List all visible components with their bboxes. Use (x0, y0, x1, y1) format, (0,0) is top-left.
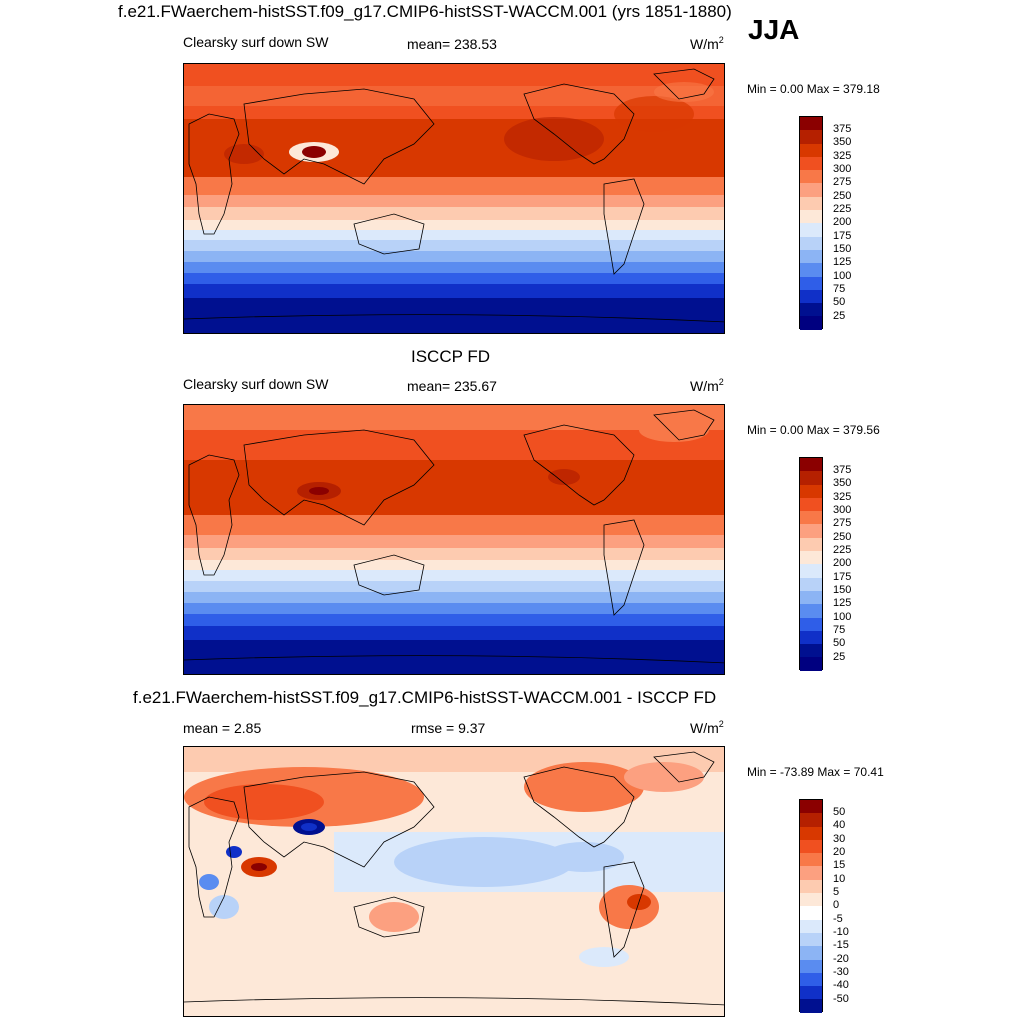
panel2-colorbar-label: 150 (833, 584, 852, 596)
panel1-colorbar-label: 225 (833, 203, 852, 215)
panel1-colorbar-label: 75 (833, 283, 846, 295)
season-label: JJA (748, 14, 800, 45)
panel3-colorbar-label: -20 (833, 953, 849, 965)
panel2-map (183, 404, 725, 675)
panel1-colorbar-label: 275 (833, 176, 852, 188)
panel2-colorbar-label: 275 (833, 517, 852, 529)
panel3-minmax-label: Min = -73.89 Max = 70.41 (747, 765, 884, 779)
panel1-colorbar-label: 125 (833, 256, 852, 268)
panel2-minmax-label: Min = 0.00 Max = 379.56 (747, 423, 880, 437)
panel1-map (183, 63, 725, 334)
panel2-variable-label: Clearsky surf down SW (183, 376, 329, 392)
panel3-title: f.e21.FWaerchem-histSST.f09_g17.CMIP6-hi… (133, 688, 717, 707)
panel3-rmse-label: rmse = 9.37 (411, 720, 486, 736)
panel3-colorbar-label: -15 (833, 939, 849, 951)
panel2-colorbar-label: 50 (833, 637, 846, 649)
panel2-colorbar-label: 375 (833, 464, 852, 476)
panel1-colorbar-label: 175 (833, 230, 852, 242)
panel2-colorbar-label: 300 (833, 504, 852, 516)
panel1-variable-label: Clearsky surf down SW (183, 34, 329, 50)
panel3-colorbar-label: 10 (833, 873, 846, 885)
panel1-mean-label: mean= 238.53 (407, 36, 497, 52)
panel1-colorbar-label: 300 (833, 163, 852, 175)
panel2-colorbar-label: 200 (833, 557, 852, 569)
panel3-colorbar-label: 30 (833, 833, 846, 845)
panel3-units-label: W/m2 (690, 719, 724, 736)
panel2-colorbar (799, 457, 823, 671)
panel2-mean-label: mean= 235.67 (407, 378, 497, 394)
panel2-colorbar-label: 225 (833, 544, 852, 556)
panel2-colorbar-label: 175 (833, 571, 852, 583)
panel3-colorbar-label: 15 (833, 859, 846, 871)
panel3-colorbar-label: 0 (833, 899, 840, 911)
panel2-colorbar-label: 100 (833, 611, 852, 623)
panel1-colorbar-label: 100 (833, 270, 852, 282)
panel3-colorbar (799, 799, 823, 1013)
panel3-colorbar-label: 50 (833, 806, 846, 818)
panel1-colorbar-label: 50 (833, 296, 846, 308)
panel2-title: ISCCP FD (411, 347, 491, 366)
panel3-colorbar-label: -40 (833, 979, 849, 991)
panel2-colorbar-label: 325 (833, 491, 852, 503)
panel2-colorbar-label: 25 (833, 651, 846, 663)
panel3-colorbar-label: -5 (833, 913, 843, 925)
panel2-colorbar-label: 75 (833, 624, 846, 636)
panel3-colorbar-label: 5 (833, 886, 840, 898)
panel1-colorbar-label: 350 (833, 136, 852, 148)
panel1-units-label: W/m2 (690, 35, 724, 52)
panel1-colorbar-label: 250 (833, 190, 852, 202)
panel1-colorbar (799, 116, 823, 330)
panel2-colorbar-label: 125 (833, 597, 852, 609)
panel3-map (183, 746, 725, 1017)
panel1-colorbar-label: 25 (833, 310, 846, 322)
panel3-colorbar-label: -30 (833, 966, 849, 978)
panel3-colorbar-label: 20 (833, 846, 846, 858)
panel3-mean-label: mean = 2.85 (183, 720, 262, 736)
panel1-title: f.e21.FWaerchem-histSST.f09_g17.CMIP6-hi… (118, 2, 732, 21)
panel1-colorbar-label: 375 (833, 123, 852, 135)
panel3-colorbar-label: -10 (833, 926, 849, 938)
panel3-colorbar-label: 40 (833, 819, 846, 831)
panel3-colorbar-label: -50 (833, 993, 849, 1005)
panel2-colorbar-label: 350 (833, 477, 852, 489)
panel1-colorbar-label: 325 (833, 150, 852, 162)
panel2-units-label: W/m2 (690, 377, 724, 394)
panel2-colorbar-label: 250 (833, 531, 852, 543)
panel1-minmax-label: Min = 0.00 Max = 379.18 (747, 82, 880, 96)
panel1-colorbar-label: 200 (833, 216, 852, 228)
panel1-colorbar-label: 150 (833, 243, 852, 255)
